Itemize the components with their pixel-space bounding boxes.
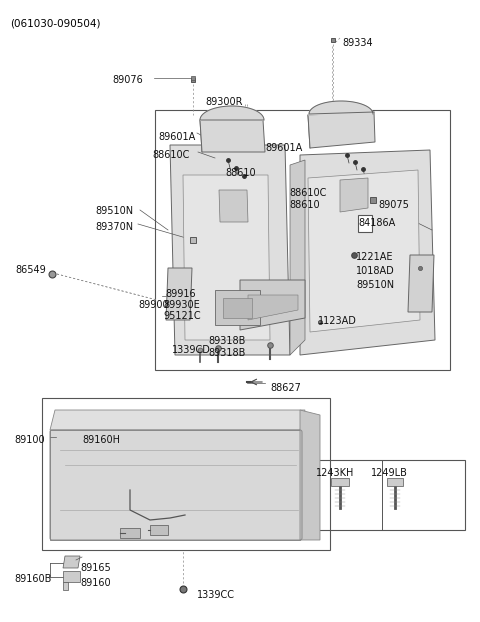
Polygon shape bbox=[200, 106, 264, 120]
Bar bbox=[42, 398, 330, 550]
Polygon shape bbox=[200, 120, 265, 152]
Text: 88610: 88610 bbox=[289, 200, 320, 210]
Text: 89160B: 89160B bbox=[14, 574, 51, 584]
Text: (061030-090504): (061030-090504) bbox=[10, 18, 100, 28]
Polygon shape bbox=[150, 525, 168, 535]
Polygon shape bbox=[50, 430, 300, 540]
Text: 88610: 88610 bbox=[225, 168, 256, 178]
Text: 84186A: 84186A bbox=[358, 218, 395, 228]
Text: 89334: 89334 bbox=[342, 38, 372, 48]
Polygon shape bbox=[63, 556, 80, 568]
Text: 89300R: 89300R bbox=[205, 97, 242, 107]
Text: 89318B: 89318B bbox=[208, 336, 245, 346]
Text: 89510N: 89510N bbox=[95, 206, 133, 216]
Text: 89900: 89900 bbox=[138, 300, 168, 310]
Polygon shape bbox=[290, 160, 305, 355]
Polygon shape bbox=[50, 410, 305, 430]
Text: 89318B: 89318B bbox=[208, 348, 245, 358]
Text: 88610C: 88610C bbox=[289, 188, 326, 198]
Text: 89601A: 89601A bbox=[265, 143, 302, 153]
Text: 89075: 89075 bbox=[378, 200, 409, 210]
Text: 88627: 88627 bbox=[270, 383, 301, 393]
Polygon shape bbox=[308, 112, 375, 148]
Polygon shape bbox=[223, 298, 252, 318]
Bar bbox=[300, 460, 465, 530]
Text: 89370N: 89370N bbox=[95, 222, 133, 232]
Polygon shape bbox=[308, 170, 420, 332]
Bar bbox=[155, 110, 450, 370]
Text: 89076: 89076 bbox=[112, 75, 143, 85]
Text: 1018AD: 1018AD bbox=[356, 266, 395, 276]
Polygon shape bbox=[340, 178, 368, 212]
Text: 88610C: 88610C bbox=[152, 150, 190, 160]
Polygon shape bbox=[120, 528, 140, 538]
Polygon shape bbox=[219, 190, 248, 222]
Text: 86549: 86549 bbox=[15, 265, 46, 275]
Text: 89160H: 89160H bbox=[82, 435, 120, 445]
Text: 1221AE: 1221AE bbox=[356, 252, 394, 262]
Text: 1339CD: 1339CD bbox=[172, 345, 211, 355]
Polygon shape bbox=[63, 582, 68, 590]
Polygon shape bbox=[215, 290, 260, 325]
Polygon shape bbox=[166, 268, 192, 320]
Text: 1243KH: 1243KH bbox=[316, 468, 354, 478]
Text: 1249LB: 1249LB bbox=[371, 468, 408, 478]
Text: 89100: 89100 bbox=[14, 435, 45, 445]
Polygon shape bbox=[63, 571, 80, 582]
Text: 1339CC: 1339CC bbox=[197, 590, 235, 600]
Polygon shape bbox=[331, 478, 349, 486]
Polygon shape bbox=[308, 101, 374, 115]
Polygon shape bbox=[170, 145, 290, 355]
Text: 89601A: 89601A bbox=[158, 132, 195, 142]
Polygon shape bbox=[300, 410, 320, 540]
Polygon shape bbox=[408, 255, 434, 312]
Polygon shape bbox=[387, 478, 403, 486]
Polygon shape bbox=[240, 280, 305, 330]
Text: 89930E: 89930E bbox=[163, 300, 200, 310]
Polygon shape bbox=[183, 175, 270, 340]
Text: 89916: 89916 bbox=[165, 289, 196, 299]
Polygon shape bbox=[248, 295, 298, 320]
Text: 89510N: 89510N bbox=[356, 280, 394, 290]
Text: 95121C: 95121C bbox=[163, 311, 201, 321]
Text: 89160: 89160 bbox=[80, 578, 110, 588]
Text: 89165: 89165 bbox=[80, 563, 111, 573]
Text: 1123AD: 1123AD bbox=[318, 316, 357, 326]
Polygon shape bbox=[358, 215, 372, 232]
Polygon shape bbox=[300, 150, 435, 355]
